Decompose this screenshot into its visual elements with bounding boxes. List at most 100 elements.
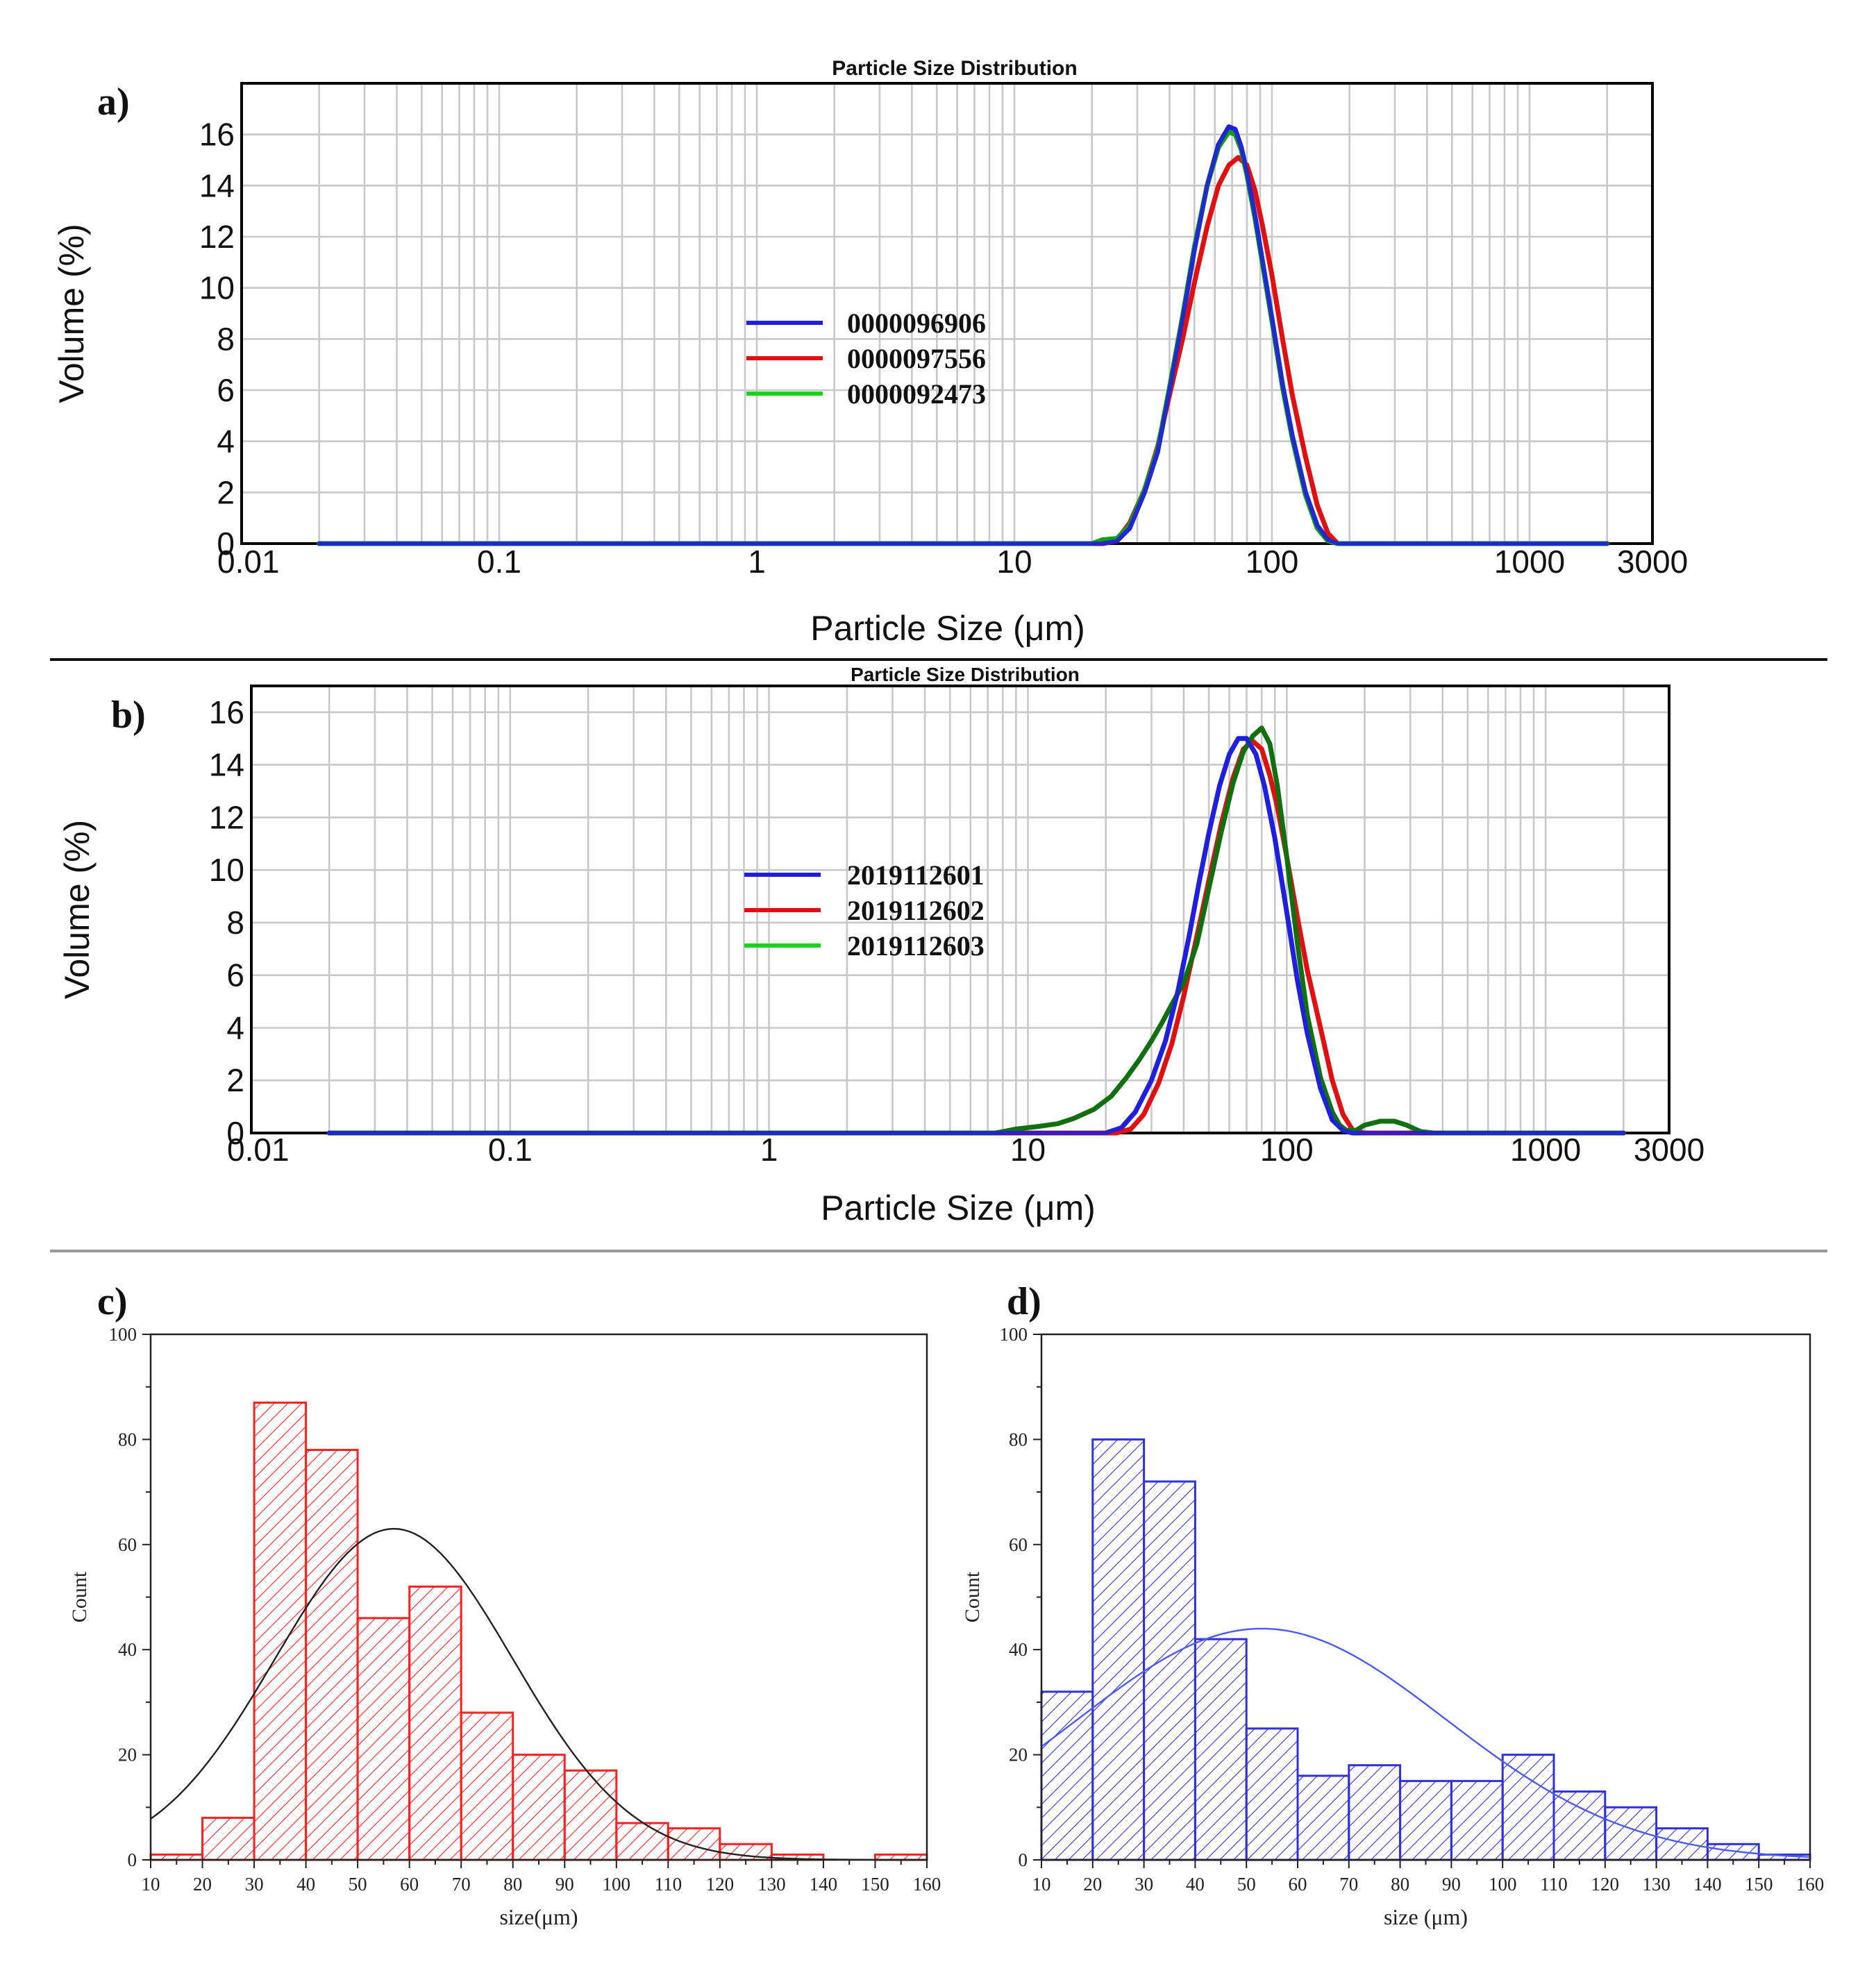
x-tick-label: 20	[193, 1874, 212, 1895]
x-tick-label: 1000	[1494, 544, 1565, 580]
x-tick-label: 150	[861, 1874, 889, 1895]
x-tick-label: 140	[810, 1874, 838, 1895]
y-tick-label: 80	[1009, 1429, 1028, 1450]
x-tick-label: 40	[1186, 1874, 1205, 1895]
x-tick-label: 20	[1083, 1874, 1102, 1895]
x-tick-label: 120	[706, 1874, 735, 1895]
panel-b: Particle Size Distribution b) 0.01 0.1 1 10 10…	[58, 664, 1705, 1227]
y-tick-label: 100	[109, 1324, 137, 1345]
y-tick-label: 0	[226, 1115, 244, 1151]
histogram-bar	[1296, 1774, 1350, 1861]
panel-label: d)	[1007, 1280, 1041, 1323]
x-tick-label: 50	[1237, 1874, 1256, 1895]
x-tick-label: 100	[603, 1874, 631, 1895]
series-line-overlay-2019112601	[327, 736, 1626, 1135]
x-tick-label: 10	[996, 544, 1032, 580]
y-tick-label: 14	[209, 747, 244, 783]
y-tick-label: 40	[118, 1639, 137, 1660]
y-tick-label: 2	[226, 1062, 244, 1098]
x-tick-label: 0.1	[477, 544, 521, 580]
y-tick-label: 60	[118, 1534, 137, 1555]
x-tick-label: 70	[452, 1874, 471, 1895]
y-tick-label: 0	[217, 526, 235, 562]
y-tick-label: 60	[1009, 1534, 1028, 1555]
histogram-bar	[460, 1711, 514, 1861]
histogram-bar	[201, 1816, 256, 1861]
y-tick-label: 20	[1009, 1745, 1028, 1765]
y-tick-label: 8	[217, 321, 235, 357]
y-tick-label: 4	[217, 423, 235, 460]
legend-label: 2019112602	[847, 895, 985, 926]
x-axis-label: size(μm)	[499, 1904, 578, 1929]
panel-label: b)	[111, 694, 146, 737]
y-tick-label: 80	[118, 1429, 137, 1450]
series-line-2019112602	[326, 739, 1626, 1136]
y-axis-label: Count	[68, 1571, 91, 1622]
histogram-bar	[1348, 1764, 1402, 1861]
x-tick-label: 130	[757, 1874, 786, 1895]
histogram-bar	[253, 1401, 308, 1861]
fit-curve	[1041, 1627, 1811, 1858]
x-axis-label: size (μm)	[1384, 1904, 1468, 1929]
y-tick-label: 12	[199, 219, 235, 255]
x-tick-label: 60	[1289, 1874, 1307, 1895]
histogram-bar	[1245, 1727, 1299, 1861]
x-tick-label: 100	[1489, 1874, 1517, 1895]
y-tick-label: 0	[128, 1849, 137, 1870]
chart-title: Particle Size Distribution	[832, 57, 1077, 80]
legend-label: 2019112603	[847, 930, 985, 962]
panel-label: c)	[97, 1280, 128, 1323]
y-tick-label: 100	[1000, 1324, 1028, 1345]
x-tick-label: 0.01	[227, 1132, 290, 1168]
x-tick-label: 1	[748, 544, 766, 580]
y-tick-label: 16	[199, 117, 235, 153]
x-tick-label: 130	[1642, 1874, 1670, 1895]
x-tick-label: 110	[655, 1874, 682, 1895]
x-tick-label: 1	[760, 1132, 778, 1168]
y-tick-label: 16	[209, 694, 244, 730]
histogram-bar	[1091, 1438, 1146, 1861]
histogram-bar	[408, 1585, 462, 1861]
y-tick-label: 10	[199, 270, 235, 306]
histogram-bar	[1450, 1779, 1504, 1861]
y-tick-label: 6	[226, 957, 244, 993]
x-tick-label: 10	[142, 1874, 160, 1895]
x-tick-label: 150	[1745, 1874, 1773, 1895]
chart-title: Particle Size Distribution	[851, 664, 1080, 685]
x-tick-label: 70	[1339, 1874, 1358, 1895]
x-tick-label: 30	[245, 1874, 264, 1895]
x-tick-label: 50	[349, 1874, 367, 1895]
legend-label: 0000092473	[847, 378, 986, 410]
histogram-bar	[1706, 1843, 1760, 1861]
panel-c: 10 20 30 40 50 60 70 80 90 100 110 120 130 140 150 160 0…	[68, 1280, 941, 1929]
x-tick-label: 160	[913, 1874, 941, 1895]
histogram-bar	[1399, 1779, 1452, 1861]
x-tick-label: 1000	[1510, 1132, 1581, 1168]
x-tick-label: 100	[1260, 1132, 1314, 1168]
x-tick-label: 90	[1442, 1874, 1461, 1895]
histogram-bar	[1501, 1754, 1555, 1861]
panel-d: 10 20 30 40 50 60 70 80 90 100 110 120 130 140 150 160 0…	[961, 1280, 1824, 1929]
histogram-bar	[1194, 1638, 1248, 1861]
y-tick-label: 20	[118, 1745, 137, 1765]
x-tick-label: 80	[503, 1874, 522, 1895]
x-tick-label: 10	[1010, 1132, 1046, 1168]
y-axis-label: Volume (%)	[58, 820, 97, 999]
x-tick-label: 160	[1796, 1874, 1825, 1895]
y-tick-label: 8	[226, 905, 244, 941]
x-tick-label: 0.01	[217, 544, 280, 580]
histogram-bar	[1552, 1790, 1607, 1861]
fit-curve	[150, 1527, 927, 1861]
y-tick-label: 4	[226, 1009, 244, 1046]
y-tick-label: 6	[217, 372, 235, 408]
x-tick-label: 3000	[1634, 1132, 1705, 1168]
x-axis-label: Particle Size (μm)	[821, 1189, 1096, 1227]
legend-label: 0000096906	[847, 308, 986, 339]
y-tick-label: 12	[209, 799, 244, 835]
x-tick-label: 3000	[1617, 544, 1688, 580]
x-axis-label: Particle Size (μm)	[810, 609, 1085, 648]
histogram-bar	[563, 1769, 618, 1861]
x-tick-label: 110	[1540, 1874, 1568, 1895]
histogram-bar	[667, 1827, 721, 1861]
legend-label: 2019112601	[847, 859, 985, 891]
